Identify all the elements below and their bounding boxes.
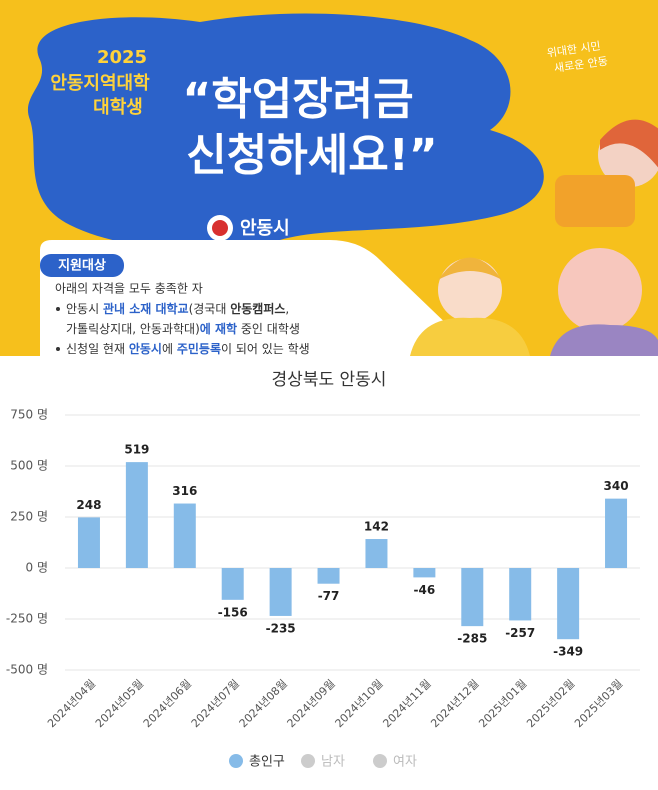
text-segment: 안동시 [66, 302, 103, 316]
x-tick-label: 2024년12월 [428, 677, 481, 730]
y-tick-label: 500 명 [10, 459, 48, 473]
x-tick-label: 2024년08월 [237, 677, 290, 730]
x-tick-label: 2025년03월 [572, 677, 625, 730]
bullet-line: 가톨릭상지대, 안동과학대)에 재학 중인 대학생 [66, 321, 300, 336]
text-segment: (경국대 [189, 302, 231, 316]
subtitle: 안동지역대학 [50, 72, 150, 94]
headline: 신청하세요!” [186, 130, 437, 181]
data-label: -156 [218, 605, 248, 619]
y-tick-label: -250 명 [6, 612, 48, 626]
y-tick-label: 750 명 [10, 408, 48, 422]
legend: 총인구 남자 여자 [229, 754, 417, 770]
data-label: 142 [364, 520, 389, 534]
illustration [438, 258, 502, 322]
year: 2025 [97, 47, 147, 68]
info-card [40, 240, 480, 356]
data-label: 248 [76, 498, 101, 512]
text-segment: 가톨릭상지대, 안동과학대) [66, 322, 200, 336]
legend-swatch [301, 754, 315, 768]
y-tick-label: 0 명 [26, 561, 49, 575]
bar [269, 568, 292, 616]
x-tick-label: 2025년01월 [476, 677, 529, 730]
city-name: 안동시 [240, 218, 290, 239]
bar [317, 568, 340, 584]
bar [173, 503, 196, 568]
bar [413, 568, 436, 578]
data-label: -235 [266, 621, 296, 635]
legend-label: 여자 [393, 755, 417, 770]
illustration [410, 317, 530, 356]
bar [125, 462, 148, 568]
illustration [558, 248, 642, 332]
x-tick-label: 2024년06월 [141, 677, 194, 730]
text-segment: 에 재학 [200, 321, 237, 336]
text-segment: 안동시 [129, 341, 162, 356]
y-tick-label: -500 명 [6, 663, 48, 677]
x-tick-label: 2024년07월 [189, 677, 242, 730]
intro: 아래의 자격을 모두 충족한 자 [55, 282, 203, 296]
bullet-dot [56, 347, 60, 351]
x-tick-label: 2024년11월 [380, 677, 433, 730]
text-segment: 이 되어 있는 학생 [221, 342, 310, 356]
bullet-line: 안동시 관내 소재 대학교(경국대 안동캠퍼스, [66, 301, 289, 316]
x-tick-label: 2024년05월 [93, 677, 146, 730]
text-segment: 안동캠퍼스 [230, 301, 285, 316]
data-label: -46 [414, 583, 436, 597]
subtitle: 대학생 [93, 96, 143, 118]
bar [557, 568, 580, 640]
legend-label: 남자 [321, 755, 345, 770]
illustration [555, 175, 635, 227]
bar [221, 568, 244, 600]
illustration [438, 257, 502, 280]
bar [605, 498, 628, 568]
text-segment: 에 [162, 342, 177, 356]
data-label: -285 [457, 632, 487, 646]
data-label: 316 [172, 484, 197, 498]
text-segment: 중인 대학생 [237, 322, 300, 336]
city-logo [212, 220, 228, 236]
section-pill [40, 254, 124, 277]
data-label: 340 [604, 479, 629, 493]
y-tick-label: 250 명 [10, 510, 48, 524]
illustration [550, 324, 658, 356]
bar [365, 539, 388, 568]
x-tick-label: 2024년10월 [333, 677, 386, 730]
legend-swatch [229, 754, 243, 768]
text-segment: , [285, 302, 289, 316]
banner-blob [27, 13, 544, 249]
legend-label: 총인구 [249, 755, 285, 770]
text-segment: 관내 소재 대학교 [103, 301, 189, 316]
bullet-dot [56, 307, 60, 311]
data-label: -257 [505, 626, 535, 640]
chart-title: 경상북도 안동시 [272, 370, 387, 390]
x-tick-label: 2024년04월 [45, 677, 98, 730]
illustration [600, 119, 658, 168]
bar [77, 517, 100, 568]
bar [461, 568, 484, 627]
x-tick-label: 2024년09월 [285, 677, 338, 730]
text-segment: 신청일 현재 [66, 342, 129, 356]
text-segment: 주민등록 [177, 341, 221, 356]
section-title: 지원대상 [58, 259, 106, 274]
legend-swatch [373, 754, 387, 768]
bullet-line: 신청일 현재 안동시에 주민등록이 되어 있는 학생 [66, 341, 310, 356]
x-tick-label: 2025년02월 [524, 677, 577, 730]
bar [509, 568, 532, 621]
data-label: -349 [553, 645, 583, 659]
data-label: 519 [124, 443, 149, 457]
headline: “학업장려금 [182, 74, 413, 125]
data-label: -77 [318, 589, 340, 603]
